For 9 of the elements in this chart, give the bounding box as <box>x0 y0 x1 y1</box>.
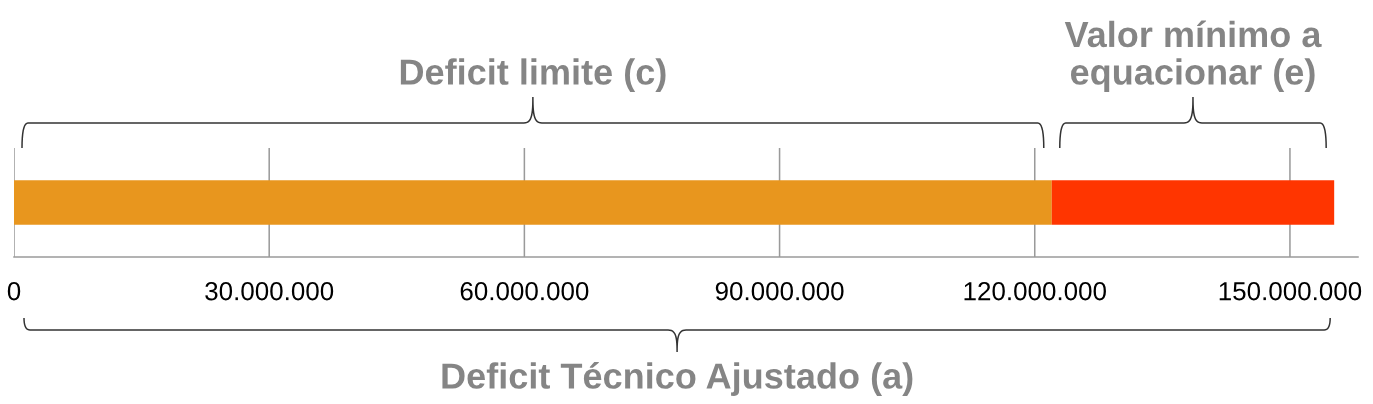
text: Deficit limite (c) <box>400 58 666 92</box>
text: Deficit Técnico Ajustado (a) <box>442 362 913 396</box>
x-tick-label: 30.000.000 <box>205 281 334 301</box>
x-tick-label: 150.000.000 <box>1219 281 1362 301</box>
text: Valor mínimo a equacionar (e) <box>1064 20 1322 92</box>
x-tick-label: 90.000.000 <box>715 281 844 301</box>
x-tick-label: 120.000.000 <box>964 281 1106 301</box>
x-tick-label: 60.000.000 <box>460 281 589 301</box>
x-tick-label: 0 <box>7 281 21 301</box>
